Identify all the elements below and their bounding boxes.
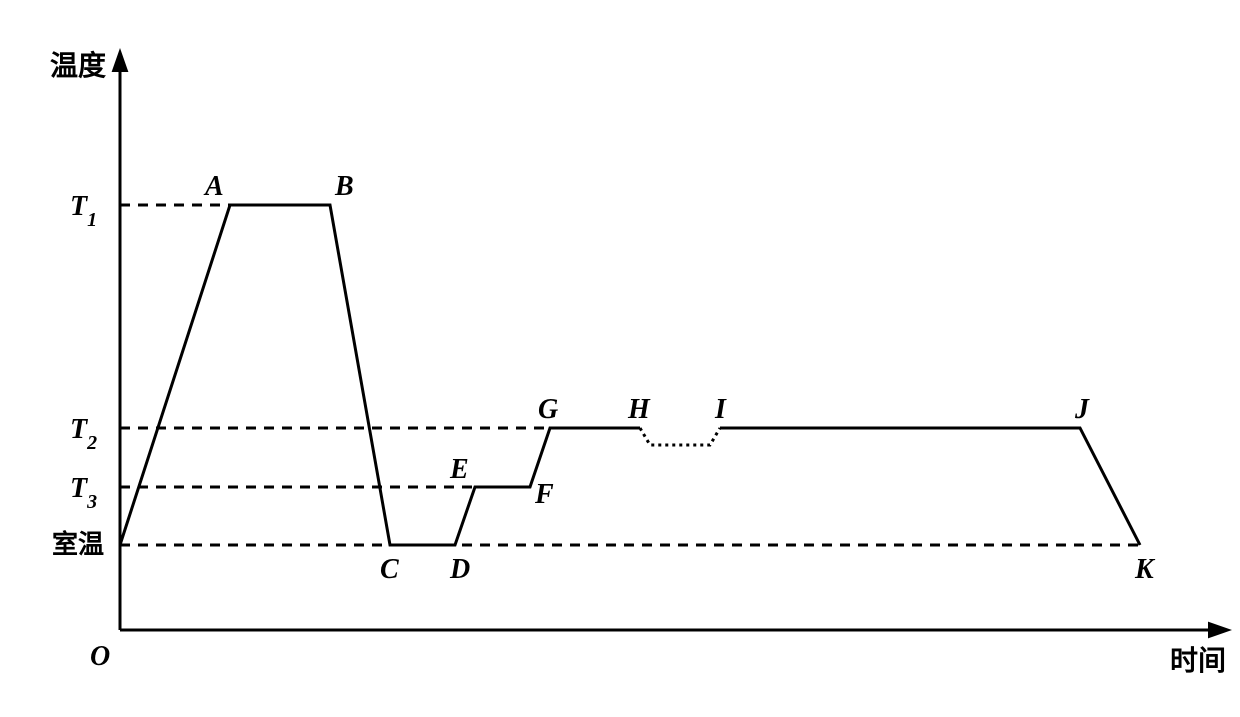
point-label-g: G [538,394,558,425]
point-label-j: J [1074,394,1090,425]
y-axis-title: 温度 [50,50,106,82]
point-label-f: F [534,479,554,510]
point-label-k: K [1134,554,1156,585]
point-label-i: I [714,394,727,425]
x-axis-title: 时间 [1170,645,1226,677]
y-tick-T3: T3 [70,473,97,513]
y-tick-T2: T2 [70,414,97,454]
profile-dotted-dip [640,428,720,445]
y-axis-arrow [112,48,129,72]
point-label-b: B [334,171,354,202]
y-tick-T1: T1 [70,191,97,231]
profile-segment-1 [120,205,640,545]
point-label-d: D [449,554,470,585]
profile-segment-2 [720,428,1140,545]
y-tick-room: 室温 [52,529,104,559]
point-label-h: H [627,394,651,425]
point-label-c: C [380,554,399,585]
point-label-e: E [449,454,469,485]
temperature-profile-chart: 温度时间 O T1 T2 T3 室温 A B C D E F G H I J K [20,20,1240,697]
x-axis-arrow [1208,622,1232,639]
origin-label: O [90,641,110,672]
point-label-a: A [203,171,224,202]
chart-svg: 温度时间 O T1 T2 T3 室温 A B C D E F G H I J K [20,20,1240,697]
